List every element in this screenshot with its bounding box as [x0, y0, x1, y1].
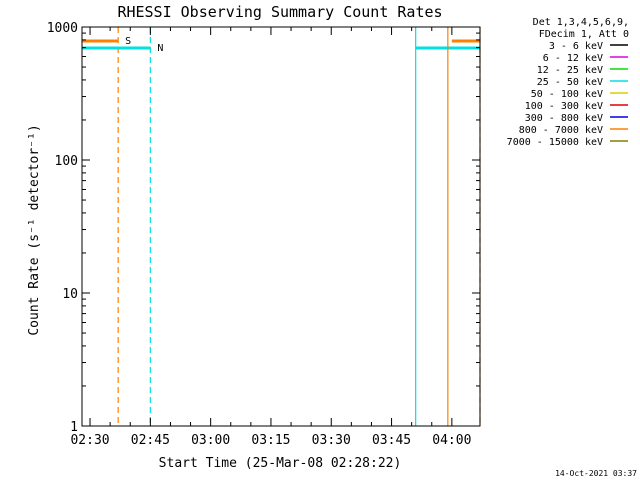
legend-entry-label: 300 - 800 keV	[525, 113, 603, 124]
legend: Det 1,3,4,5,6,9,FDecim 1, Att 03 - 6 keV…	[507, 17, 629, 148]
x-tick-label: 02:30	[70, 433, 109, 448]
marker-label: S	[125, 36, 131, 47]
y-tick-label: 10	[62, 287, 78, 302]
legend-entry-label: 12 - 25 keV	[537, 65, 603, 76]
y-tick-label: 1000	[47, 21, 78, 36]
legend-entry-label: 25 - 50 keV	[537, 77, 603, 88]
legend-entry-label: 3 - 6 keV	[549, 41, 603, 52]
x-tick-label: 03:45	[372, 433, 411, 448]
y-tick-label: 100	[55, 154, 78, 169]
footer-timestamp: 14-Oct-2021 03:37	[555, 469, 637, 478]
legend-entry-label: 800 - 7000 keV	[519, 125, 603, 136]
legend-entry-label: 6 - 12 keV	[543, 53, 603, 64]
chart-title: RHESSI Observing Summary Count Rates	[117, 3, 442, 21]
x-tick-label: 02:45	[131, 433, 170, 448]
y-axis-label: Count Rate (s⁻¹ detector⁻¹)	[27, 124, 42, 335]
legend-header-line: FDecim 1, Att 0	[539, 29, 629, 40]
marker-layer: SN	[82, 27, 481, 426]
legend-entry-label: 50 - 100 keV	[531, 89, 603, 100]
x-axis-label: Start Time (25-Mar-08 02:28:22)	[159, 456, 402, 471]
legend-header-line: Det 1,3,4,5,6,9,	[533, 17, 629, 28]
x-tick-label: 03:00	[191, 433, 230, 448]
axes-layer: 02:30 02:45 03:00 03:15 03:30 03:45 04:00 1 10 10…	[47, 21, 480, 448]
x-tick-label: 03:30	[312, 433, 351, 448]
x-tick-label: 04:00	[432, 433, 471, 448]
x-tick-label: 03:15	[251, 433, 290, 448]
y-tick-label: 1	[70, 420, 78, 435]
legend-entry-label: 100 - 300 keV	[525, 101, 603, 112]
legend-entry-label: 7000 - 15000 keV	[507, 137, 603, 148]
plot-frame	[81, 26, 481, 427]
marker-label: N	[157, 43, 163, 54]
